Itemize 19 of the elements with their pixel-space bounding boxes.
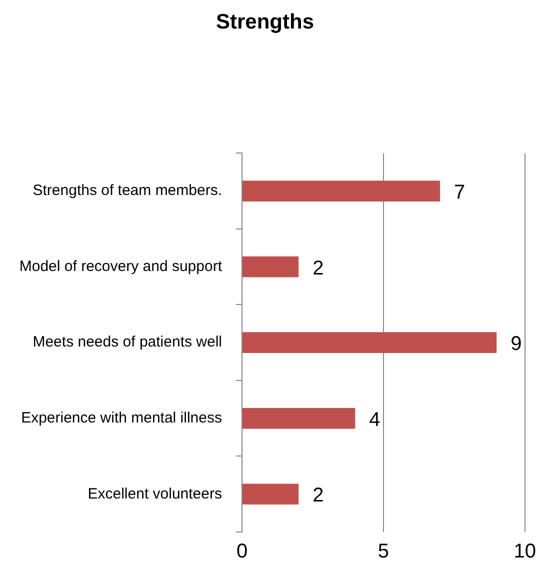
y-tick-label: Excellent volunteers: [88, 485, 222, 502]
data-label: 4: [369, 408, 380, 431]
bar: [242, 408, 356, 429]
data-label: 7: [454, 182, 466, 204]
bar: [242, 180, 440, 202]
y-tick-label: Meets needs of patients well: [32, 334, 222, 351]
bar: [242, 484, 299, 505]
data-label: 2: [312, 484, 324, 507]
x-tick-label: 0: [236, 540, 248, 563]
y-tick-label: Model of recovery and support: [19, 258, 223, 275]
x-tick-label: 5: [378, 540, 389, 563]
y-tick-label: Strengths of team members.: [32, 182, 222, 200]
chart-title: Strengths: [216, 10, 314, 34]
x-tick-label: 10: [514, 540, 536, 563]
data-label: 2: [312, 257, 324, 280]
bar: [242, 332, 497, 354]
data-label: 9: [510, 333, 522, 356]
bar: [242, 256, 299, 278]
y-tick-label: Experience with mental illness: [21, 410, 222, 426]
